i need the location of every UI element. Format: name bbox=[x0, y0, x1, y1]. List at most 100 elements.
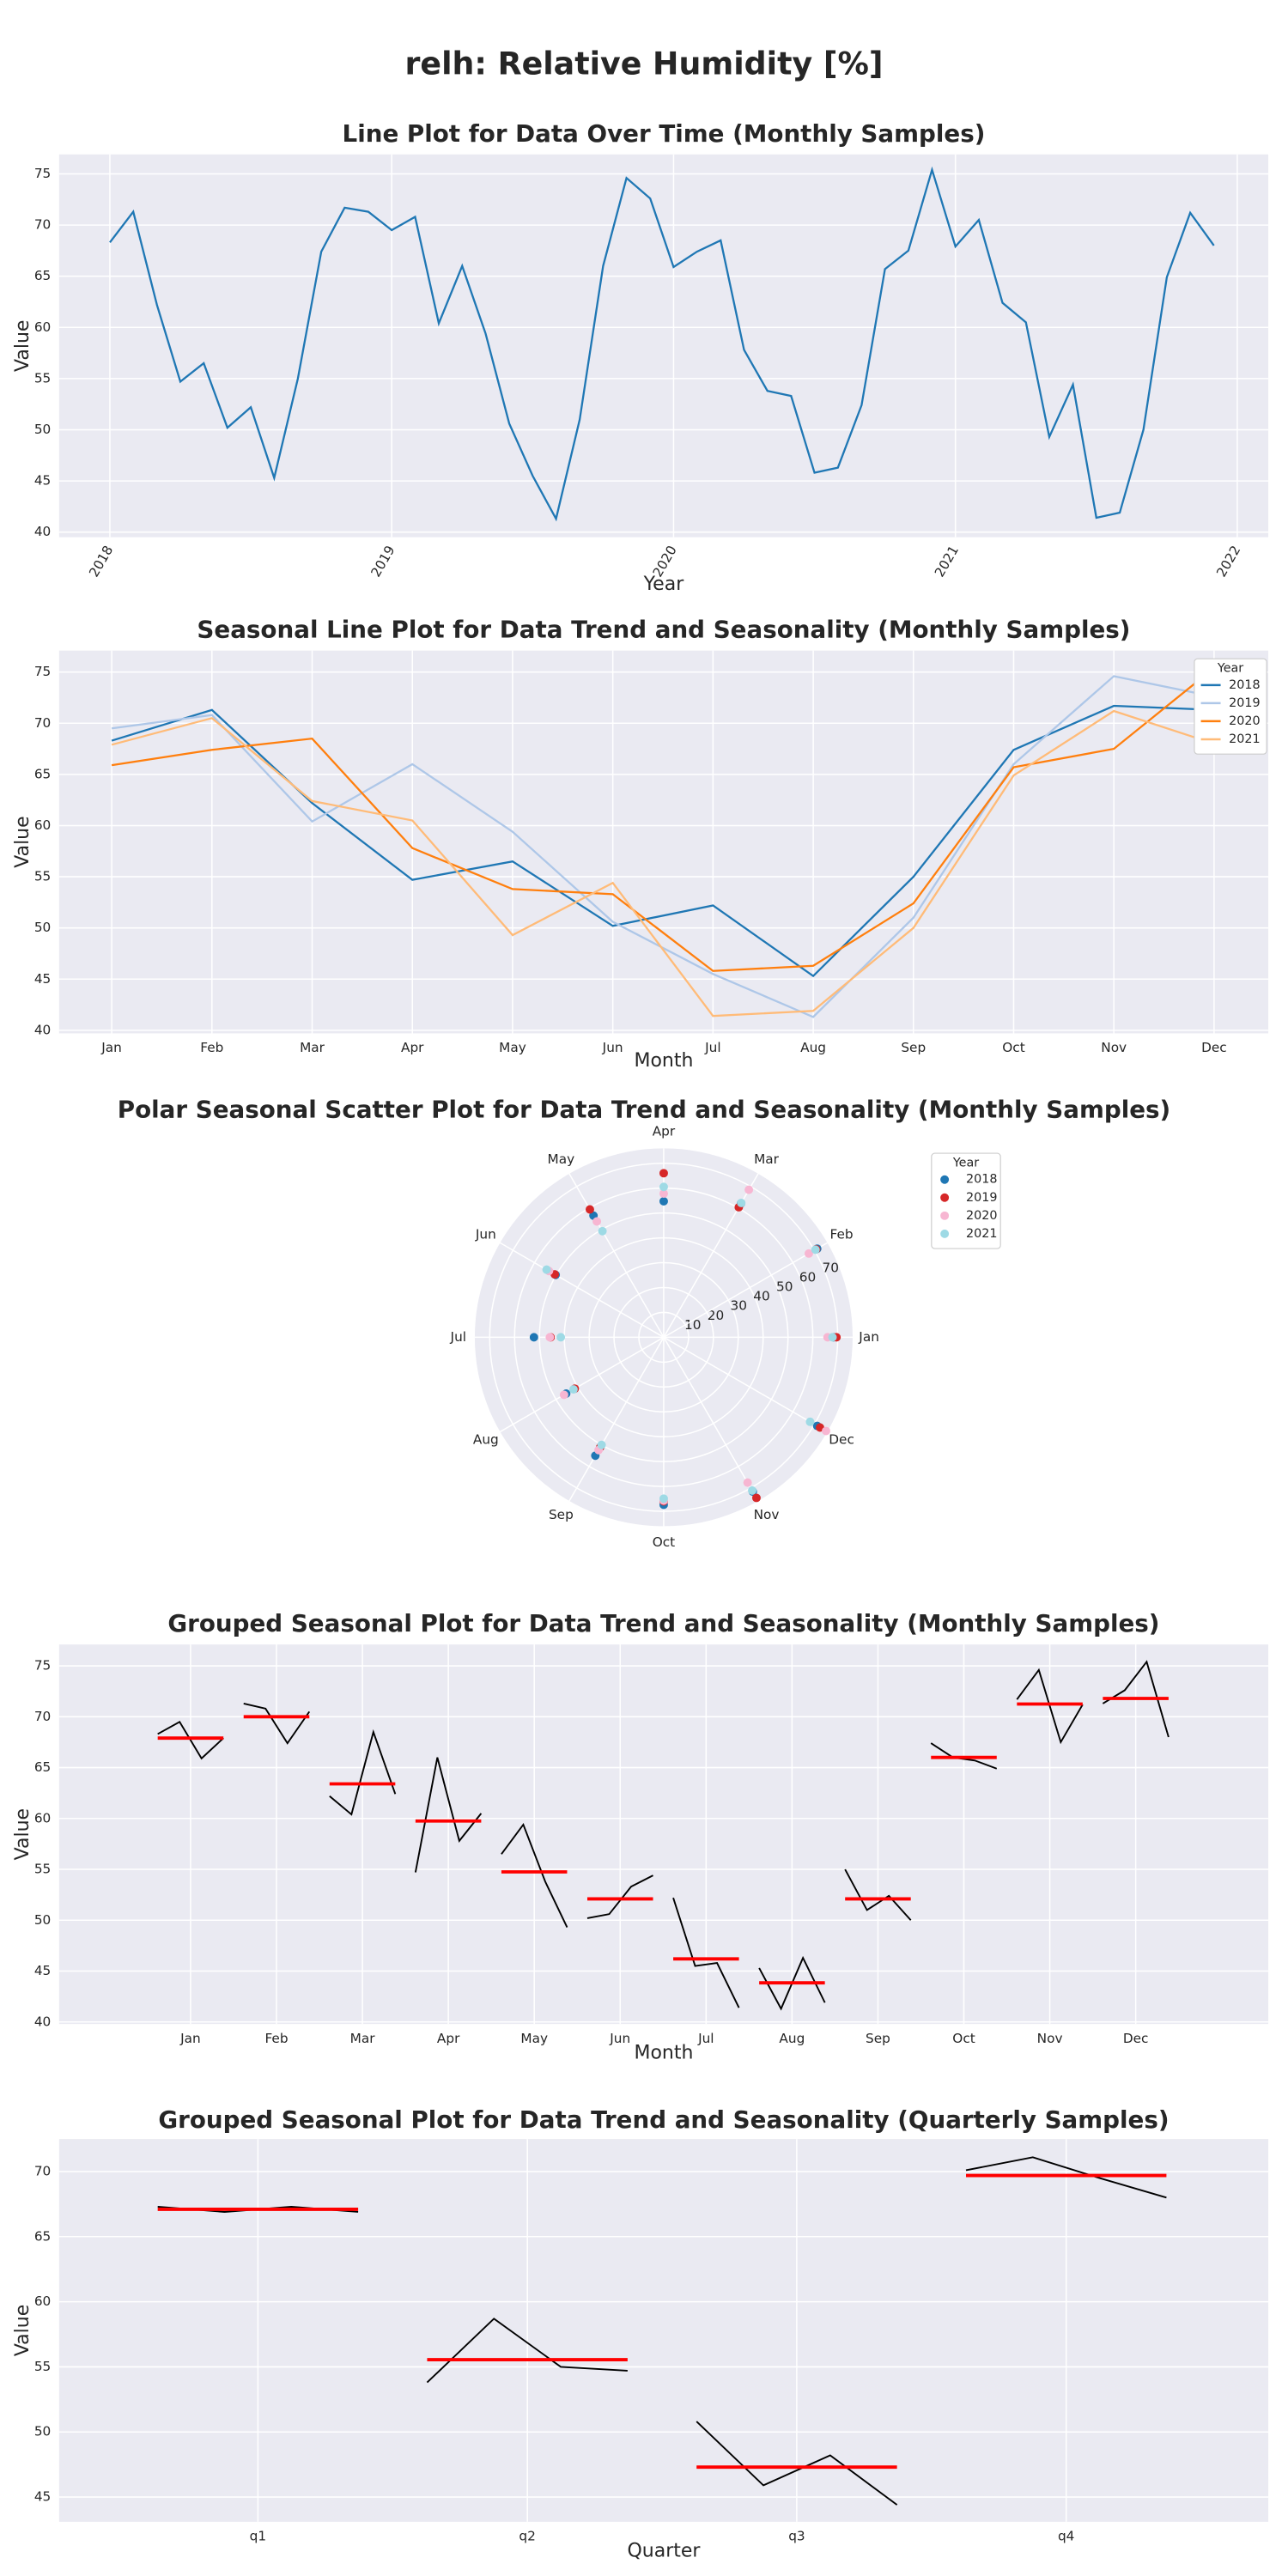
y-tick-label: 70 bbox=[34, 217, 51, 233]
x-tick-label: q1 bbox=[250, 2529, 266, 2544]
x-tick-label: Jun bbox=[602, 1040, 623, 1055]
grid-spoke bbox=[568, 1173, 665, 1338]
legend-label: 2020 bbox=[1229, 714, 1260, 728]
plot-area bbox=[58, 650, 1269, 1034]
chart-title: Line Plot for Data Over Time (Monthly Sa… bbox=[343, 119, 986, 148]
angle-label: Nov bbox=[754, 1507, 780, 1522]
x-axis-label: Quarter bbox=[627, 2540, 701, 2561]
data-point bbox=[805, 1417, 815, 1426]
x-tick-label: May bbox=[520, 2031, 548, 2046]
legend-label: 2019 bbox=[966, 1191, 997, 1205]
legend-box bbox=[931, 1152, 1001, 1249]
y-tick-label: 50 bbox=[34, 422, 51, 437]
y-tick-label: 60 bbox=[34, 1810, 51, 1826]
x-tick-label: 2022 bbox=[1213, 543, 1243, 580]
x-tick-label: Mar bbox=[350, 2031, 376, 2046]
r-tick-label: 10 bbox=[684, 1317, 701, 1333]
x-tick-label: May bbox=[499, 1040, 526, 1055]
data-point bbox=[811, 1245, 820, 1255]
y-tick-label: 50 bbox=[34, 1912, 51, 1928]
group-line bbox=[157, 1720, 224, 1760]
x-tick-label: q4 bbox=[1058, 2529, 1074, 2544]
y-tick-label: 65 bbox=[34, 268, 51, 283]
x-tick-label: Apr bbox=[437, 2031, 460, 2046]
x-tick-label: Nov bbox=[1101, 1040, 1127, 1055]
legend-label: 2018 bbox=[966, 1173, 997, 1187]
x-tick-label: Jan bbox=[100, 1040, 122, 1055]
legend-label: 2020 bbox=[966, 1209, 997, 1223]
x-tick-label: Oct bbox=[952, 2031, 975, 2046]
y-tick-label: 40 bbox=[34, 524, 51, 539]
legend-label: 2019 bbox=[1229, 696, 1260, 710]
y-tick-label: 55 bbox=[34, 869, 51, 884]
legend-title: Year bbox=[952, 1157, 979, 1170]
legend-title: Year bbox=[1217, 662, 1243, 676]
x-tick-label: 2018 bbox=[86, 543, 116, 580]
legend-swatch bbox=[940, 1193, 950, 1202]
group-line bbox=[696, 2421, 898, 2506]
x-tick-label: Jun bbox=[609, 2031, 630, 2046]
angle-label: Oct bbox=[653, 1534, 675, 1550]
r-tick-label: 70 bbox=[823, 1260, 839, 1275]
figure-title: relh: Relative Humidity [%] bbox=[405, 46, 884, 82]
data-point bbox=[659, 1169, 668, 1178]
x-tick-label: 2021 bbox=[932, 543, 962, 580]
series-line bbox=[111, 709, 1215, 1018]
x-tick-label: Feb bbox=[200, 1040, 223, 1055]
legend-label: 2018 bbox=[1229, 678, 1260, 692]
data-point bbox=[744, 1185, 754, 1194]
angle-label: Dec bbox=[829, 1431, 854, 1447]
group-line bbox=[965, 2156, 1167, 2199]
x-axis-label: Year bbox=[643, 574, 685, 595]
x-tick-label: Aug bbox=[800, 1040, 826, 1055]
data-point bbox=[659, 1182, 668, 1192]
y-axis-label: Value bbox=[12, 2305, 33, 2356]
r-tick-label: 20 bbox=[708, 1308, 724, 1323]
x-tick-label: Oct bbox=[1002, 1040, 1024, 1055]
r-tick-label: 40 bbox=[753, 1289, 769, 1304]
x-tick-label: Jan bbox=[179, 2031, 201, 2046]
x-tick-label: Aug bbox=[779, 2031, 805, 2046]
x-tick-label: Nov bbox=[1037, 2031, 1063, 2046]
y-tick-label: 50 bbox=[34, 2424, 51, 2439]
y-tick-label: 45 bbox=[34, 971, 51, 987]
grid-spoke bbox=[500, 1336, 665, 1433]
x-tick-label: 2019 bbox=[368, 543, 398, 580]
angle-label: Sep bbox=[549, 1507, 574, 1522]
data-point bbox=[748, 1485, 756, 1495]
y-tick-label: 75 bbox=[34, 1658, 51, 1674]
data-point bbox=[545, 1333, 555, 1342]
y-tick-label: 65 bbox=[34, 766, 51, 781]
group-line bbox=[501, 1822, 568, 1928]
angle-label: Jun bbox=[475, 1226, 496, 1242]
data-point bbox=[586, 1205, 594, 1214]
y-tick-label: 65 bbox=[34, 2228, 51, 2244]
data-line bbox=[109, 166, 1215, 522]
group-line bbox=[329, 1728, 397, 1816]
grid-spoke bbox=[663, 1336, 828, 1433]
x-tick-label: Jul bbox=[704, 1040, 720, 1055]
plot-area bbox=[58, 1644, 1269, 2025]
data-point bbox=[822, 1426, 830, 1436]
x-tick-label: q2 bbox=[519, 2529, 535, 2544]
r-tick-label: 60 bbox=[799, 1269, 816, 1285]
x-tick-label: Dec bbox=[1123, 2031, 1149, 2046]
legend-label: 2021 bbox=[966, 1227, 997, 1241]
group-line bbox=[1016, 1668, 1084, 1745]
x-axis-label: Month bbox=[634, 1050, 693, 1072]
plot-area bbox=[58, 2139, 1269, 2522]
group-line bbox=[672, 1897, 740, 2008]
x-tick-label: q3 bbox=[788, 2529, 805, 2544]
y-axis-label: Value bbox=[12, 320, 33, 372]
chart-title: Grouped Seasonal Plot for Data Trend and… bbox=[158, 2105, 1169, 2134]
data-point bbox=[659, 1494, 668, 1504]
data-point bbox=[737, 1198, 746, 1207]
grid-spoke bbox=[663, 1337, 759, 1502]
data-point bbox=[598, 1226, 607, 1236]
legend-swatch bbox=[940, 1211, 950, 1220]
y-tick-label: 55 bbox=[34, 1862, 51, 1877]
y-tick-label: 75 bbox=[34, 166, 51, 181]
angle-label: Feb bbox=[830, 1226, 854, 1242]
x-tick-label: Jul bbox=[697, 2031, 714, 2046]
